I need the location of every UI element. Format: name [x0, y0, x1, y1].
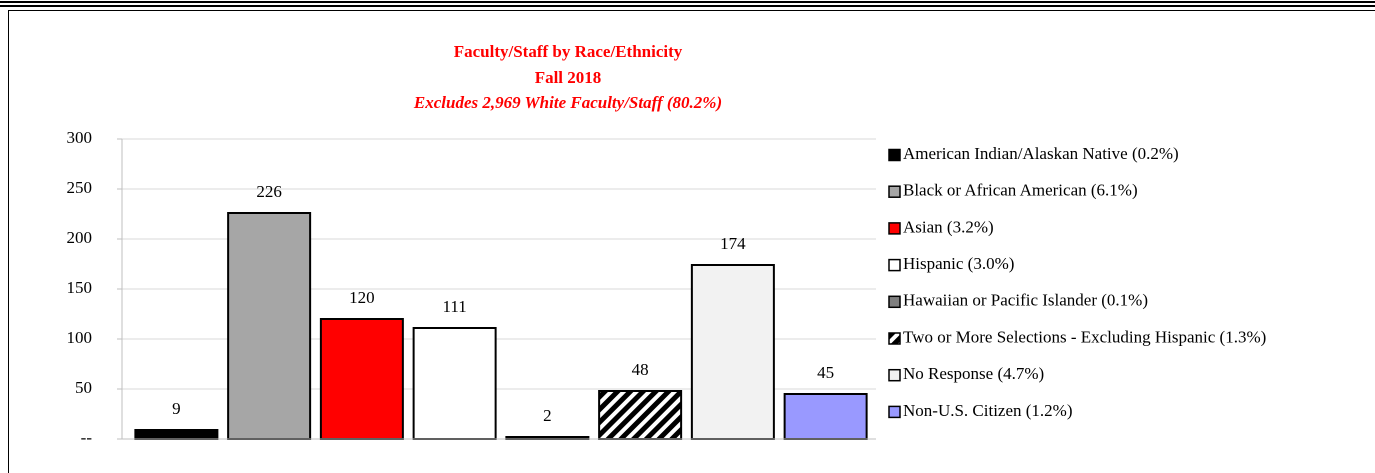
legend-swatch: [888, 258, 901, 272]
bar: [598, 390, 683, 440]
y-tick-label: 250: [67, 178, 93, 197]
legend-label: American Indian/Alaskan Native (0.2%): [903, 144, 1179, 163]
data-label: 9: [172, 399, 181, 418]
bar: [227, 212, 312, 440]
bar: [134, 429, 219, 440]
y-tick-label: --: [81, 428, 93, 447]
data-label: 2: [543, 406, 552, 425]
y-tick-label: 50: [75, 378, 92, 397]
bar: [783, 393, 868, 440]
data-label: 111: [443, 297, 467, 316]
legend-swatch: [888, 148, 901, 162]
bar: [690, 264, 775, 440]
legend-label: Non-U.S. Citizen (1.2%): [903, 401, 1073, 420]
legend-swatch: [888, 222, 901, 235]
y-tick-label: 150: [67, 278, 93, 297]
chart-frame: [8, 10, 1375, 473]
y-tick-label: 100: [67, 328, 93, 347]
chart-title: Faculty/Staff by Race/Ethnicity: [454, 42, 683, 61]
y-tick-label: 300: [67, 128, 93, 147]
legend-swatch: [888, 405, 901, 419]
bar: [412, 327, 497, 440]
data-label: 174: [720, 234, 746, 253]
bar: [319, 318, 404, 440]
chart-subtitle: Fall 2018: [535, 68, 602, 87]
legend-swatch: [888, 185, 901, 198]
data-label: 226: [256, 182, 282, 201]
chart-annotation: Excludes 2,969 White Faculty/Staff (80.2…: [413, 93, 722, 112]
legend-label: No Response (4.7%): [903, 364, 1044, 383]
legend-label: Two or More Selections - Excluding Hispa…: [903, 327, 1266, 346]
data-label: 48: [632, 360, 649, 379]
legend-swatch: [888, 368, 901, 382]
legend-label: Hispanic (3.0%): [903, 254, 1014, 273]
legend-swatch: [888, 332, 901, 345]
y-tick-label: 200: [67, 228, 93, 247]
legend-swatch: [888, 295, 901, 309]
legend-label: Black or African American (6.1%): [903, 181, 1138, 200]
data-label: 45: [817, 363, 834, 382]
data-label: 120: [349, 288, 375, 307]
legend-label: Asian (3.2%): [903, 217, 994, 236]
legend-label: Hawaiian or Pacific Islander (0.1%): [903, 291, 1148, 310]
